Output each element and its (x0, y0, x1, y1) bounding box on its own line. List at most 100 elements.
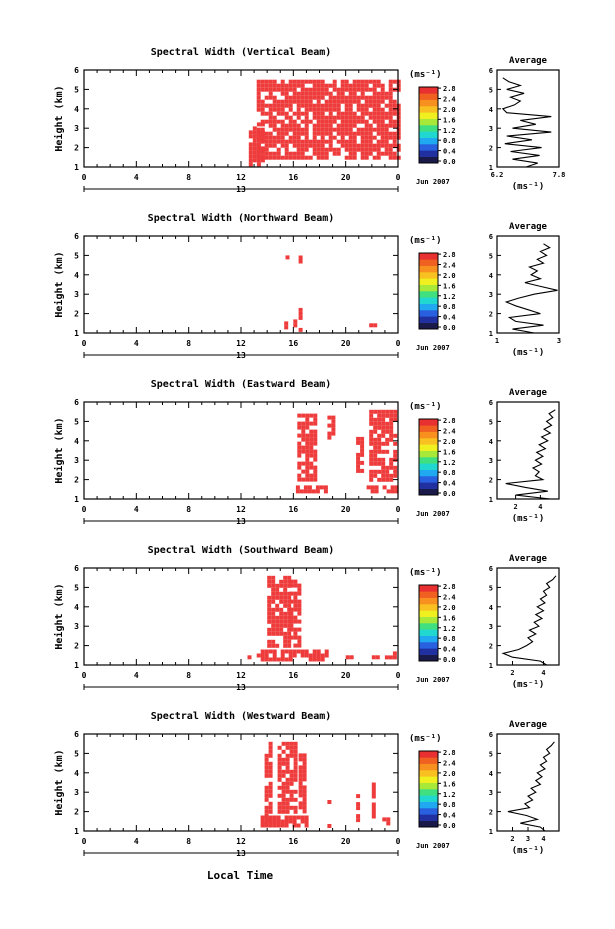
colorbar-segment (419, 131, 438, 138)
data-cell (260, 823, 265, 828)
y-axis-label: Height (km) (53, 583, 65, 649)
date-label: Jun 2007 (416, 344, 450, 352)
x-tick-label: 8 (186, 505, 191, 514)
data-cell (356, 131, 361, 136)
data-cell (380, 95, 385, 100)
data-cell (308, 87, 313, 92)
data-cell (288, 653, 293, 658)
avg-profile-line (501, 575, 557, 666)
colorbar-segment (419, 808, 438, 815)
colorbar-label: 1.2 (443, 625, 456, 633)
data-cell (289, 793, 294, 798)
data-cell (275, 627, 280, 632)
data-cell (280, 103, 285, 108)
data-cell (345, 655, 350, 660)
data-cell (271, 623, 276, 628)
data-cell (272, 657, 277, 662)
colorbar-segment (419, 457, 438, 464)
data-cell (369, 413, 374, 418)
panel-title: Spectral Width (Westward Beam) (151, 710, 332, 722)
data-cell (360, 91, 365, 96)
avg-x-tick-label: 2 (510, 669, 514, 677)
data-cell (312, 135, 317, 140)
data-cell (296, 123, 301, 128)
data-cell (316, 143, 321, 148)
data-cell (352, 83, 357, 88)
data-cell (252, 150, 257, 155)
data-cell (275, 591, 280, 596)
data-cell (292, 653, 297, 658)
data-cell (328, 143, 333, 148)
data-cell (336, 99, 341, 104)
data-cell (272, 653, 277, 658)
data-cell (373, 469, 378, 474)
data-cell (276, 819, 281, 824)
data-cell (302, 801, 307, 806)
data-cell (377, 413, 382, 418)
data-cell (252, 158, 257, 163)
data-cell (371, 655, 376, 660)
data-cell (256, 95, 261, 100)
data-cell (267, 627, 272, 632)
data-cell (356, 103, 361, 108)
data-cell (272, 79, 277, 84)
data-cell (336, 107, 341, 112)
data-cell (389, 421, 394, 426)
data-cell (356, 99, 361, 104)
data-cell (271, 639, 276, 644)
data-cell (380, 99, 385, 104)
data-cell (276, 103, 281, 108)
data-cell (316, 155, 321, 160)
data-cell (268, 87, 273, 92)
colorbar-frame (418, 584, 439, 662)
data-cell (280, 649, 285, 654)
data-cell (260, 79, 265, 84)
data-cell (368, 139, 373, 144)
data-cell (297, 473, 302, 478)
colorbar-unit: (ms⁻¹) (409, 70, 442, 80)
data-cell (268, 135, 273, 140)
data-cell (356, 87, 361, 92)
data-cell (271, 611, 276, 616)
colorbar-label: 0.0 (443, 490, 456, 498)
data-cell (271, 619, 276, 624)
data-cell (369, 477, 374, 482)
data-cell (392, 651, 397, 656)
y-tick-label: 4 (74, 271, 79, 280)
data-cell (300, 91, 305, 96)
avg-y-tick-label: 5 (489, 86, 493, 94)
data-cell (373, 409, 378, 414)
avg-y-tick-label: 1 (489, 662, 493, 670)
data-cell (293, 643, 298, 648)
data-cell (277, 745, 282, 750)
data-cell (298, 793, 303, 798)
data-cell (293, 579, 298, 584)
data-cell (287, 631, 292, 636)
data-cell (389, 429, 394, 434)
data-cell (384, 655, 389, 660)
data-cell (297, 643, 302, 648)
data-cell (336, 87, 341, 92)
data-cell (356, 79, 361, 84)
data-cell (368, 135, 373, 140)
data-cell (372, 111, 377, 116)
data-cell (283, 591, 288, 596)
data-cell (385, 421, 390, 426)
data-cell (279, 615, 284, 620)
data-cell (393, 433, 398, 438)
avg-y-tick-label: 4 (489, 106, 493, 114)
y-tick-label: 2 (74, 310, 79, 319)
data-cell (316, 119, 321, 124)
data-cell (264, 143, 269, 148)
data-cell (388, 79, 393, 84)
colorbar-segment (419, 278, 438, 285)
colorbar-segment (419, 757, 438, 764)
heatmap-cells (284, 255, 378, 332)
data-cell (296, 83, 301, 88)
colorbar-frame (418, 418, 439, 496)
data-cell (364, 107, 369, 112)
data-cell (376, 123, 381, 128)
data-cell (305, 413, 310, 418)
data-cell (300, 127, 305, 132)
data-cell (305, 425, 310, 430)
